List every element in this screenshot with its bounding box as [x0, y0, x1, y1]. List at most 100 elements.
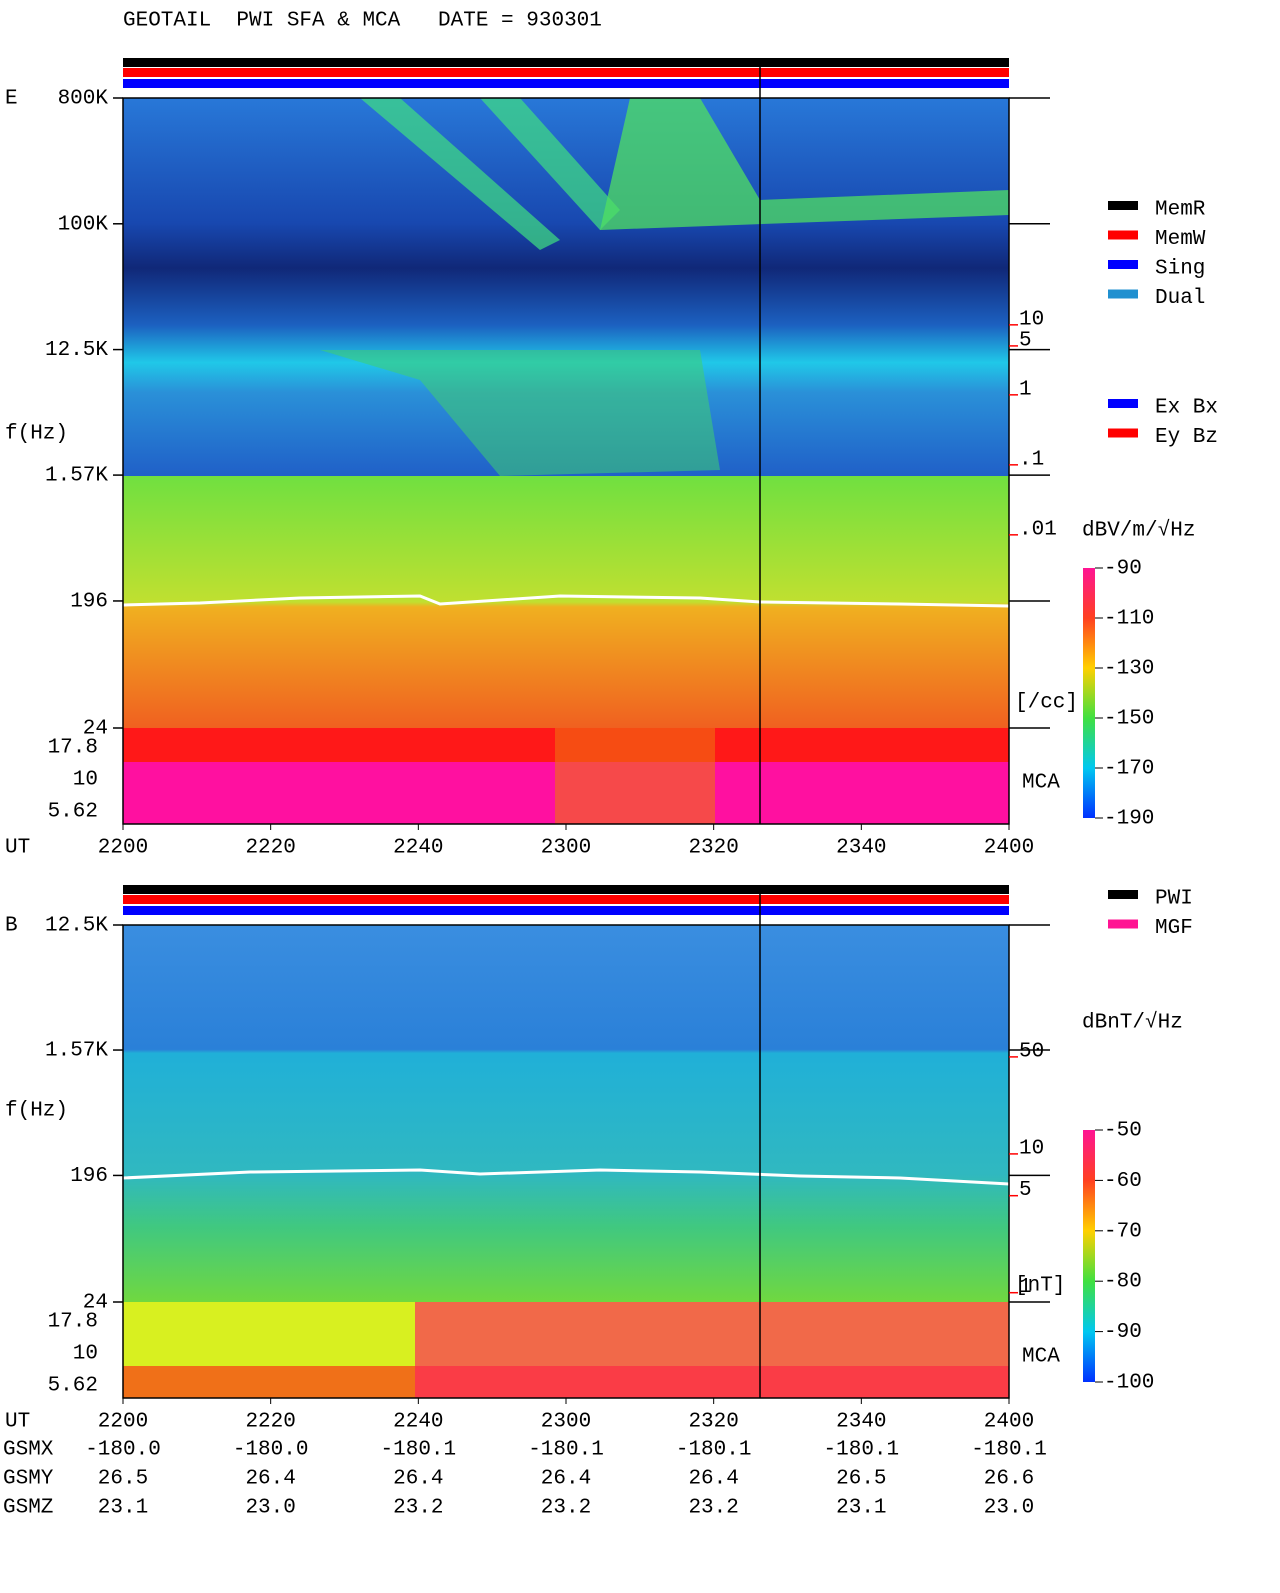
- panel-label: B: [5, 915, 18, 938]
- spectrogram-e: [122, 98, 1010, 824]
- y2-tick-label: 1: [1019, 378, 1032, 401]
- orbit-value: 26.6: [984, 1468, 1034, 1491]
- legend-swatch: [1108, 201, 1138, 210]
- mca-tick-label: 10: [73, 769, 98, 792]
- colorbar: [1083, 568, 1095, 818]
- mca-tick-label: 5.62: [48, 1375, 98, 1398]
- x-tick-label: 2300: [541, 1411, 591, 1434]
- colorbar-tick-label: -170: [1104, 758, 1154, 781]
- panel-label: E: [5, 88, 18, 111]
- orbit-value: 26.4: [541, 1468, 591, 1491]
- orbit-value: 26.5: [836, 1468, 886, 1491]
- y2-tick-label: 10: [1019, 1137, 1044, 1160]
- x-tick-label: 2240: [393, 1411, 443, 1434]
- legend-label: PWI: [1155, 888, 1193, 911]
- decoration: [360, 98, 560, 250]
- y2-tick-label: 5: [1019, 329, 1032, 352]
- y-tick-label: 1.57K: [45, 1040, 108, 1063]
- y-axis-label: f(Hz): [5, 1100, 68, 1123]
- orbit-value: 23.0: [245, 1497, 295, 1520]
- spectrogram-b: [122, 925, 1010, 1398]
- colorbar: [1083, 1130, 1095, 1382]
- orbit-row-label: GSMX: [3, 1439, 54, 1462]
- colorbar-tick-label: -80: [1104, 1271, 1142, 1294]
- orbit-value: -180.1: [676, 1439, 752, 1462]
- orbit-value: 23.2: [688, 1497, 738, 1520]
- legend-swatch: [1108, 260, 1138, 269]
- legend-label: MemW: [1155, 228, 1206, 251]
- colorbar-tick-label: -60: [1104, 1170, 1142, 1193]
- decoration: [123, 68, 1009, 77]
- colorbar-tick-label: -100: [1104, 1372, 1154, 1395]
- y-axis-label: f(Hz): [5, 423, 68, 446]
- x-tick-label: 2300: [541, 837, 591, 860]
- legend-swatch: [1108, 289, 1138, 299]
- mca-tick-label: 17.8: [48, 737, 98, 760]
- mca-label: MCA: [1022, 1346, 1060, 1369]
- x-tick-label: 2340: [836, 1411, 886, 1434]
- legend-label: Ey Bz: [1155, 426, 1218, 449]
- decoration: [123, 476, 1009, 728]
- orbit-value: 23.1: [836, 1497, 886, 1520]
- orbit-value: 26.4: [393, 1468, 443, 1491]
- y-tick-label: 800K: [58, 88, 109, 111]
- legend-label: Ex Bx: [1155, 397, 1218, 420]
- orbit-row-label: GSMZ: [3, 1497, 53, 1520]
- orbit-value: 23.1: [98, 1497, 148, 1520]
- decoration: [123, 925, 1009, 1302]
- legend-label: MGF: [1155, 917, 1193, 940]
- x-tick-label: 2400: [984, 837, 1034, 860]
- legend-swatch: [1108, 890, 1138, 899]
- decoration: [123, 885, 1009, 894]
- y-tick-label: 1.57K: [45, 465, 108, 488]
- legend-swatch: [1108, 428, 1138, 438]
- x-tick-label: 2320: [688, 1411, 738, 1434]
- legend-label: MemR: [1155, 199, 1206, 222]
- colorbar-tick-label: -90: [1104, 1321, 1142, 1344]
- legend-label: Dual: [1155, 287, 1205, 310]
- mca-tick-label: 17.8: [48, 1311, 98, 1334]
- x-axis-label: UT: [5, 837, 30, 860]
- colorbar-tick-label: -110: [1104, 608, 1154, 631]
- y2-tick-label: 50: [1019, 1040, 1044, 1063]
- status-bars: [123, 58, 1009, 915]
- decoration: [123, 79, 1009, 88]
- orbit-value: 23.2: [393, 1497, 443, 1520]
- x-tick-label: 2320: [688, 837, 738, 860]
- colorbar-tick-label: -90: [1104, 558, 1142, 581]
- decoration: [320, 350, 720, 476]
- decoration: [122, 594, 1010, 608]
- x-tick-label: 2200: [98, 837, 148, 860]
- decoration: [600, 98, 1009, 230]
- orbit-value: -180.1: [381, 1439, 457, 1462]
- colorbar-tick-label: -150: [1104, 708, 1154, 731]
- x-tick-label: 2220: [245, 837, 295, 860]
- y2-tick-label: 1: [1019, 1276, 1032, 1299]
- orbit-value: -180.1: [528, 1439, 604, 1462]
- legend-swatch: [1108, 919, 1138, 929]
- x-axis-label: UT: [5, 1411, 30, 1434]
- mca-tick-label: 10: [73, 1343, 98, 1366]
- decoration: [415, 1302, 1009, 1398]
- orbit-value: -180.0: [233, 1439, 309, 1462]
- mca-label: MCA: [1022, 772, 1060, 795]
- y2-axis-label: [/cc]: [1015, 692, 1078, 715]
- colorbar-label: dBV/m/√Hz: [1082, 519, 1195, 543]
- colorbar-tick-label: -130: [1104, 658, 1154, 681]
- x-tick-label: 2340: [836, 837, 886, 860]
- orbit-value: -180.1: [971, 1439, 1047, 1462]
- x-tick-label: 2400: [984, 1411, 1034, 1434]
- y-tick-label: 24: [83, 1292, 108, 1315]
- orbit-value: 26.4: [245, 1468, 295, 1491]
- orbit-value: 23.0: [984, 1497, 1034, 1520]
- title: GEOTAIL PWI SFA & MCA DATE = 930301: [123, 10, 602, 33]
- y-tick-label: 196: [70, 1165, 108, 1188]
- y2-tick-label: .01: [1019, 518, 1057, 541]
- decoration: [123, 58, 1009, 67]
- y-tick-label: 24: [83, 718, 108, 741]
- x-tick-label: 2200: [98, 1411, 148, 1434]
- legend-swatch: [1108, 399, 1138, 408]
- x-tick-label: 2240: [393, 837, 443, 860]
- y2-axis-label: [nT]: [1015, 1275, 1065, 1298]
